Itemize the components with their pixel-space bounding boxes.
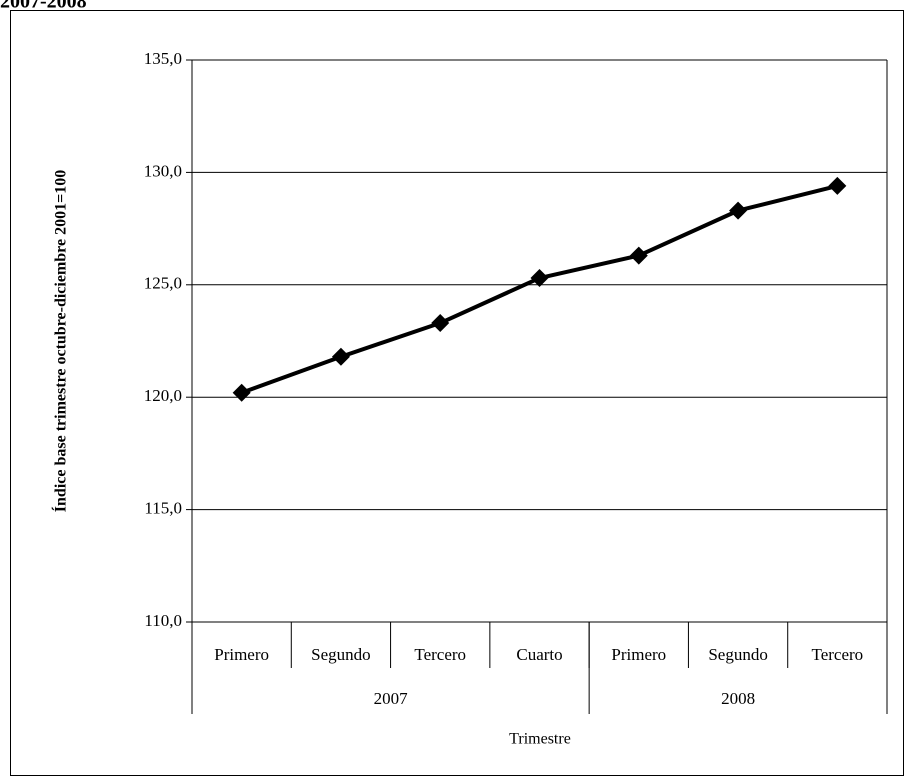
data-point (331, 347, 350, 366)
y-tick-label: 125,0 (144, 274, 182, 293)
y-tick-label: 110,0 (144, 611, 182, 630)
data-point (232, 383, 251, 402)
group-label: 2007 (374, 689, 409, 708)
x-tick-label: Cuarto (516, 645, 562, 664)
data-point (828, 176, 847, 195)
data-point (431, 314, 450, 333)
x-tick-label: Segundo (311, 645, 371, 664)
data-point (530, 269, 549, 288)
chart-border (10, 10, 904, 776)
data-point (629, 246, 648, 265)
y-tick-label: 130,0 (144, 161, 182, 180)
y-axis-title: Índice base trimestre octubre-diciembre … (51, 170, 70, 512)
group-label: 2008 (721, 689, 755, 708)
x-tick-label: Tercero (414, 645, 466, 664)
y-tick-label: 115,0 (144, 499, 182, 518)
data-point (729, 201, 748, 220)
x-tick-label: Segundo (708, 645, 768, 664)
chart-title: 2007-2008 (0, 0, 87, 13)
x-axis-title: Trimestre (509, 731, 571, 748)
x-tick-label: Tercero (812, 645, 864, 664)
x-tick-label: Primero (611, 645, 666, 664)
x-tick-label: Primero (214, 645, 269, 664)
y-tick-label: 120,0 (144, 386, 182, 405)
y-tick-label: 135,0 (144, 49, 182, 68)
